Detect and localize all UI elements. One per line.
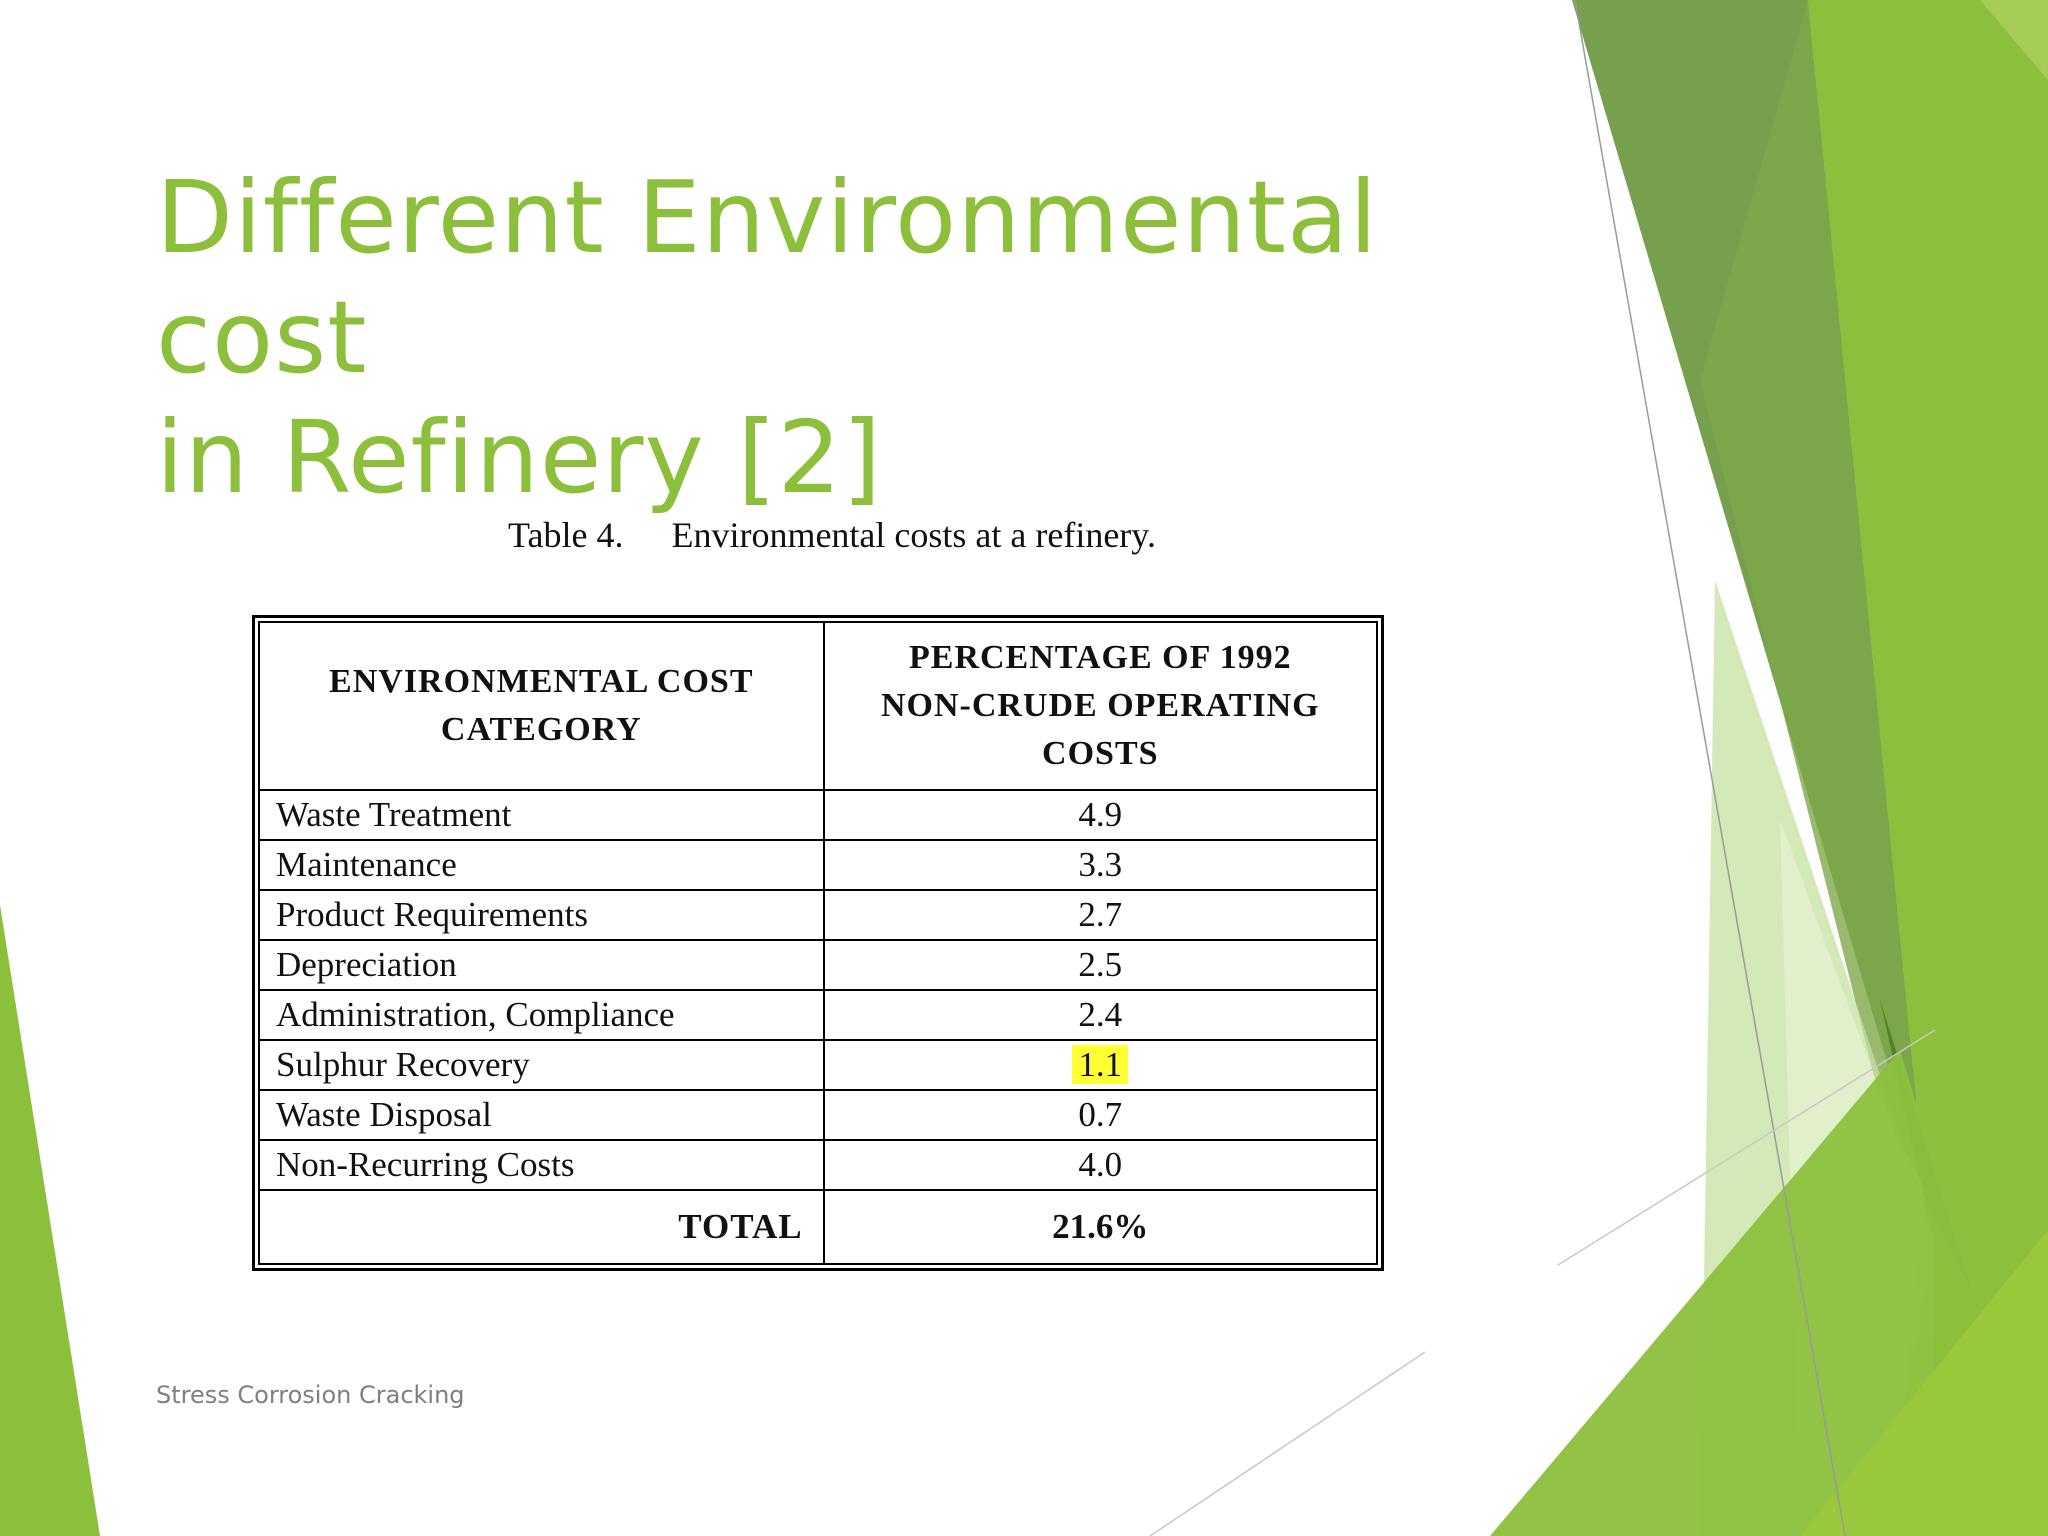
row-category: Sulphur Recovery [258,1039,825,1091]
table-caption: Table 4. Environmental costs at a refiner… [0,514,1664,556]
table-row: Non-Recurring Costs 4.0 [258,1139,1379,1191]
right-facet-bright [1808,0,2048,1536]
cost-table-frame: ENVIRONMENTAL COST CATEGORY PERCENTAGE O… [252,615,1384,1271]
highlight-mark: 1.1 [1072,1045,1129,1084]
thin-line-2 [1557,1029,1936,1266]
slide-title-line1: Different Environmental cost [156,159,1379,396]
row-value: 0.7 [822,1089,1379,1141]
table-row: Administration, Compliance 2.4 [258,989,1379,1041]
table-row: Sulphur Recovery 1.1 [258,1039,1379,1091]
row-value: 2.7 [822,889,1379,941]
slide-footer: Stress Corrosion Cracking [156,1381,465,1409]
header-percentage-line2: NON-CRUDE OPERATING [880,687,1320,724]
right-facet-top [1980,0,2048,80]
table-header-row: ENVIRONMENTAL COST CATEGORY PERCENTAGE O… [258,621,1379,791]
total-label: TOTAL [258,1189,825,1265]
table-caption-text: Environmental costs at a refinery. [671,515,1156,555]
row-category: Non-Recurring Costs [258,1139,825,1191]
row-value-highlighted: 1.1 [822,1039,1379,1091]
table-caption-number: Table 4. [508,515,624,555]
row-category: Product Requirements [258,889,825,941]
left-accent-shape [0,905,100,1536]
header-category-line1: ENVIRONMENTAL COST [329,663,754,700]
header-category: ENVIRONMENTAL COST CATEGORY [258,621,825,791]
table-row: Product Requirements 2.7 [258,889,1379,941]
table-total-row: TOTAL 21.6% [258,1189,1379,1265]
slide-title: Different Environmental cost in Refinery… [156,158,1556,518]
header-category-line2: CATEGORY [440,711,642,748]
row-value: 2.5 [822,939,1379,991]
row-category: Depreciation [258,939,825,991]
row-value: 3.3 [822,839,1379,891]
thin-line-1 [1574,0,1846,1536]
row-category: Maintenance [258,839,825,891]
table-row: Maintenance 3.3 [258,839,1379,891]
header-percentage: PERCENTAGE OF 1992 NON-CRUDE OPERATING C… [822,621,1379,791]
thin-line-3 [1149,1351,1426,1536]
row-category: Administration, Compliance [258,989,825,1041]
header-percentage-line1: PERCENTAGE OF 1992 [909,639,1292,676]
slide-title-line2: in Refinery [2] [156,399,883,516]
header-percentage-line3: COSTS [1042,735,1159,772]
row-value: 2.4 [822,989,1379,1041]
row-category: Waste Disposal [258,1089,825,1141]
table-row: Waste Disposal 0.7 [258,1089,1379,1141]
row-value: 4.9 [822,789,1379,841]
row-value: 4.0 [822,1139,1379,1191]
cost-table: ENVIRONMENTAL COST CATEGORY PERCENTAGE O… [258,621,1379,1265]
bottom-right-lime [1800,1230,2048,1536]
right-facet-mid [1700,0,1925,1190]
total-value: 21.6% [822,1189,1379,1265]
table-row: Waste Treatment 4.9 [258,789,1379,841]
table-row: Depreciation 2.5 [258,939,1379,991]
row-category: Waste Treatment [258,789,825,841]
